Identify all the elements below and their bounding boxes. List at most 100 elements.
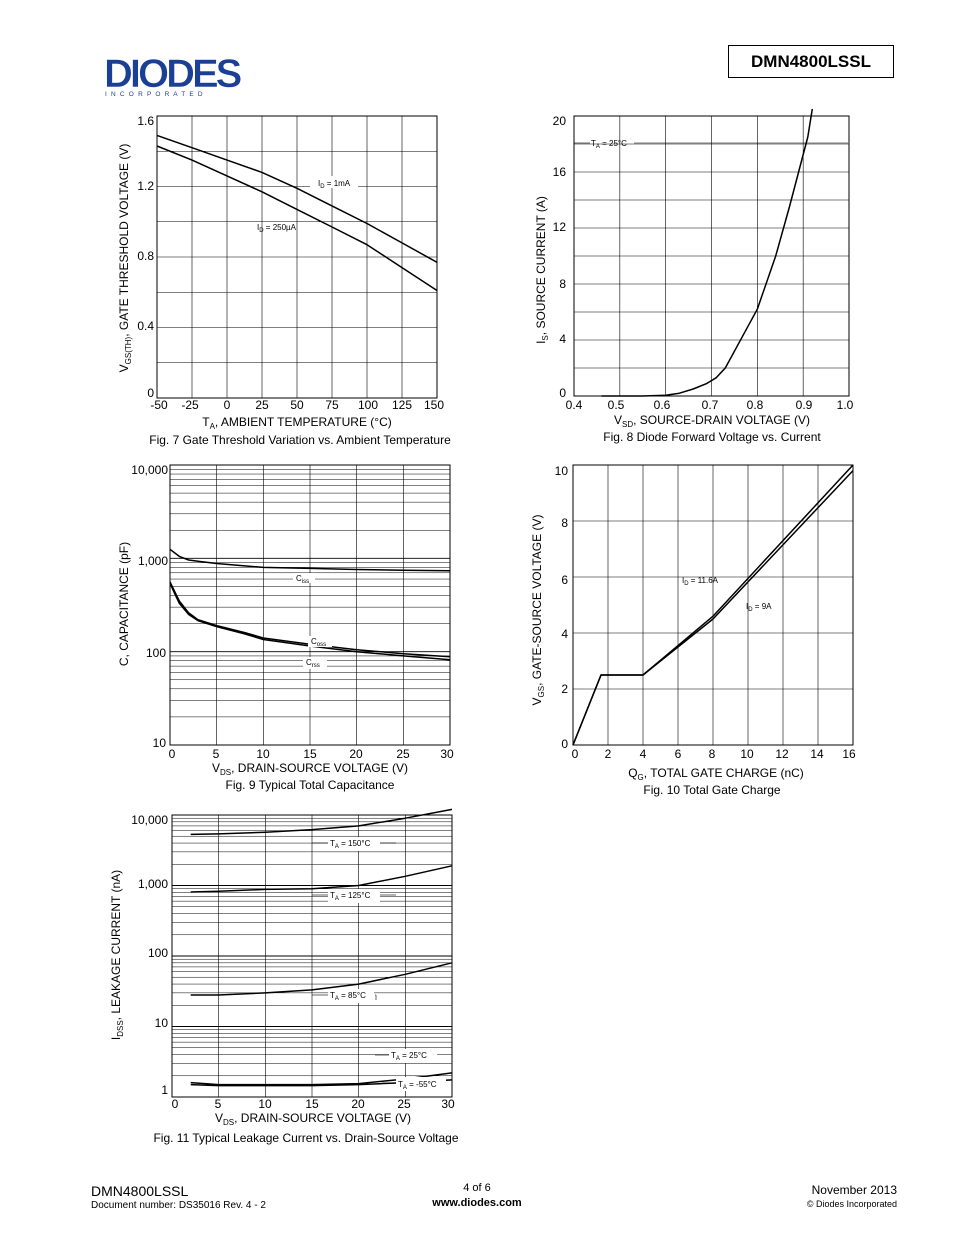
fig7-xtick: 25 <box>255 398 269 412</box>
fig11-caption: Fig. 11 Typical Leakage Current vs. Drai… <box>153 1131 458 1145</box>
fig7-frame <box>156 115 438 399</box>
fig7-label-bg <box>310 176 358 188</box>
series-line-ciss <box>169 548 451 572</box>
fig7-grid <box>157 116 437 398</box>
series-line-id-250-a <box>156 145 438 292</box>
fig10-ytick: 6 <box>561 573 568 587</box>
fig10-xticks: 0 2 4 6 8 10 12 14 16 <box>572 747 856 761</box>
fig8-ytick: 16 <box>553 165 567 179</box>
fig11-xticks: 0 5 10 15 20 25 30 <box>172 1097 455 1111</box>
fig9-xtick: 5 <box>213 747 220 761</box>
fig10-caption: Fig. 10 Total Gate Charge <box>643 783 781 797</box>
fig7-ylabel: VGS(TH), GATE THRESHOLD VOLTAGE (V) <box>117 144 133 373</box>
fig9-xtick: 0 <box>169 747 176 761</box>
fig10-xtick: 6 <box>675 747 682 761</box>
fig8-xtick: 0.9 <box>796 398 813 412</box>
fig11-xtick: 15 <box>305 1097 319 1111</box>
fig11-curves <box>190 808 453 1087</box>
fig11-frame <box>171 814 453 1098</box>
fig8-xlabel: VSD, SOURCE-DRAIN VOLTAGE (V) <box>614 413 810 429</box>
fig11-xtick: 30 <box>441 1097 455 1111</box>
series-line-crss <box>169 582 451 661</box>
fig11-xtick: 10 <box>258 1097 272 1111</box>
fig10-xtick: 16 <box>842 747 856 761</box>
fig7-xtick: 100 <box>358 398 378 412</box>
fig8-xtick: 0.5 <box>608 398 625 412</box>
fig9-yticks: 10,000 1,000 100 10 <box>131 463 168 750</box>
fig7-ytick: 0 <box>147 386 154 400</box>
fig11-xtick: 25 <box>397 1097 411 1111</box>
fig7-xlabel: TA, AMBIENT TEMPERATURE (°C) <box>202 415 392 431</box>
fig11-ytick: 100 <box>148 946 168 960</box>
footer-website-link[interactable]: www.diodes.com <box>432 1197 522 1209</box>
fig10-grid <box>573 465 853 745</box>
fig8-xtick: 1.0 <box>837 398 854 412</box>
fig7-xtick: 50 <box>290 398 304 412</box>
fig7-xtick: -50 <box>150 398 168 412</box>
fig9-label-ciss: Ciss <box>296 574 309 585</box>
fig9-curves <box>169 548 451 661</box>
fig11-label-bg <box>328 837 380 851</box>
fig10-ylabel: VGS, GATE-SOURCE VOLTAGE (V) <box>530 515 546 706</box>
fig8-curves <box>601 108 814 397</box>
fig10-ytick: 10 <box>555 464 569 478</box>
logo-subtext: I N C O R P O R A T E D <box>105 91 204 98</box>
fig7-label-250uA: ID = 250µA <box>257 223 297 234</box>
fig9-caption: Fig. 9 Typical Total Capacitance <box>226 778 395 792</box>
series-line-ta-85-c <box>190 962 453 996</box>
fig9-ytick: 10 <box>153 736 167 750</box>
fig11-label-bg <box>328 989 374 1003</box>
fig8-yticks: 20 16 12 8 4 0 <box>553 114 567 400</box>
fig11-ytick: 1 <box>161 1083 168 1097</box>
fig10-xtick: 0 <box>572 747 579 761</box>
fig11-xlabel: VDS, DRAIN-SOURCE VOLTAGE (V) <box>215 1111 411 1127</box>
fig10-xtick: 8 <box>709 747 716 761</box>
fig11-label-bg <box>389 1049 437 1063</box>
fig8-ytick: 20 <box>553 114 567 128</box>
fig7-xtick: 150 <box>424 398 444 412</box>
series-line-ta-150-c <box>190 808 453 836</box>
fig11-ytick: 10 <box>155 1016 169 1030</box>
fig9-xtick: 10 <box>256 747 270 761</box>
fig7-xtick: 0 <box>224 398 231 412</box>
logo-wordmark: DIODES <box>104 52 242 96</box>
fig8-ytick: 0 <box>559 386 566 400</box>
footer-page-number: 4 of 6 <box>463 1182 491 1194</box>
fig10-yticks: 10 8 6 4 2 0 <box>555 464 569 751</box>
fig10-ytick: 2 <box>561 682 568 696</box>
fig11-ytick: 10,000 <box>131 813 168 827</box>
fig10-xtick: 2 <box>605 747 612 761</box>
footer-part-number: DMN4800LSSL <box>91 1183 189 1199</box>
fig11-label-m55C: TA = -55°C <box>398 1080 437 1091</box>
fig10-xtick: 14 <box>810 747 824 761</box>
fig9-label-coss: Coss <box>311 637 326 648</box>
fig11-label-25C: TA = 25°C <box>391 1051 427 1062</box>
fig7-label-1mA: ID = 1mA <box>318 179 351 190</box>
fig10-xtick: 4 <box>640 747 647 761</box>
fig7-ytick: 1.2 <box>137 179 154 193</box>
fig7-xtick: 75 <box>325 398 339 412</box>
fig10-label-9A: ID = 9A <box>746 602 772 613</box>
fig8: 20 16 12 8 4 0 0.4 0.5 0.6 0.7 0.8 0.9 1… <box>534 108 854 444</box>
fig11-yticks: 10,000 1,000 100 10 1 <box>131 813 168 1097</box>
fig9-frame <box>169 464 451 746</box>
fig9-label-crss: Crss <box>306 658 320 669</box>
fig9-label-bg <box>303 657 327 669</box>
diodes-logo: DIODES I N C O R P O R A T E D <box>104 52 269 100</box>
fig9-ytick: 10,000 <box>131 463 168 477</box>
fig8-xtick: 0.6 <box>654 398 671 412</box>
fig11-ytick: 1,000 <box>138 877 168 891</box>
series-line-ta-125-c <box>190 865 453 893</box>
footer-date: November 2013 <box>811 1183 897 1197</box>
fig8-caption: Fig. 8 Diode Forward Voltage vs. Current <box>603 430 821 444</box>
fig11-label-150C: TA = 150°C <box>330 839 371 850</box>
fig11-label-bg <box>396 1077 446 1091</box>
fig11: 10,000 1,000 100 10 1 0 5 10 15 20 25 30… <box>109 808 459 1145</box>
series-line-id-9a <box>572 470 854 746</box>
fig9-ytick: 100 <box>146 646 166 660</box>
fig10-xtick: 12 <box>775 747 789 761</box>
fig10-ytick: 0 <box>561 737 568 751</box>
fig7-xticks: -50 -25 0 25 50 75 100 125 150 <box>150 398 444 412</box>
fig10-ytick: 4 <box>561 627 568 641</box>
